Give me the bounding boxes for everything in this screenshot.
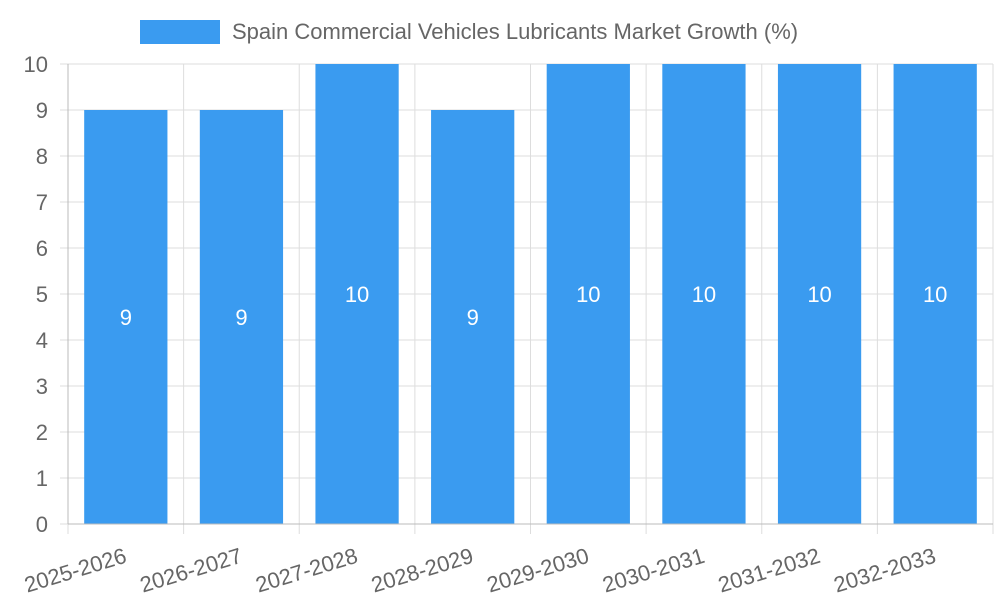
bar[interactable]: [315, 64, 399, 524]
y-tick-label: 0: [36, 512, 48, 537]
bar[interactable]: [777, 64, 862, 524]
y-tick-label: 5: [36, 282, 48, 307]
y-tick-label: 7: [36, 190, 48, 215]
data-label: 9: [467, 305, 479, 330]
x-tick-label: 2029-2030: [484, 543, 592, 598]
data-labels: 9 9 10 9 10 10 10 10: [120, 282, 948, 330]
y-tick-label: 8: [36, 144, 48, 169]
x-axis: 2025-2026 2026-2027 2027-2028 2028-2029 2029…: [21, 523, 993, 598]
x-tick-label: 2025-2026: [21, 543, 129, 598]
data-label: 10: [807, 282, 831, 307]
x-tick-label: 2030-2031: [599, 543, 707, 598]
x-tick-label: 2028-2029: [368, 543, 476, 598]
y-tick-label: 10: [24, 52, 48, 77]
legend[interactable]: Spain Commercial Vehicles Lubricants Mar…: [140, 19, 798, 44]
y-tick-label: 3: [36, 374, 48, 399]
y-tick-label: 9: [36, 98, 48, 123]
data-label: 10: [923, 282, 947, 307]
x-tick-label: 2032-2033: [831, 543, 939, 598]
y-tick-label: 1: [36, 466, 48, 491]
y-axis: 0 1 2 3 4 5 6 7 8 9 10: [24, 52, 69, 537]
legend-label: Spain Commercial Vehicles Lubricants Mar…: [232, 19, 798, 44]
y-tick-label: 6: [36, 236, 48, 261]
bar[interactable]: [199, 110, 284, 524]
y-tick-label: 2: [36, 420, 48, 445]
x-tick-label: 2026-2027: [137, 543, 245, 598]
bar[interactable]: [662, 64, 746, 524]
data-label: 9: [120, 305, 132, 330]
legend-swatch: [140, 20, 220, 44]
bar[interactable]: [893, 64, 977, 524]
data-label: 9: [235, 305, 247, 330]
data-label: 10: [692, 282, 716, 307]
y-tick-label: 4: [36, 328, 48, 353]
bar[interactable]: [546, 64, 630, 524]
bar[interactable]: [84, 110, 168, 524]
x-tick-label: 2027-2028: [253, 543, 361, 598]
data-label: 10: [576, 282, 600, 307]
data-label: 10: [345, 282, 369, 307]
bar[interactable]: [431, 110, 515, 524]
bars: [84, 64, 977, 524]
x-tick-label: 2031-2032: [715, 543, 823, 598]
